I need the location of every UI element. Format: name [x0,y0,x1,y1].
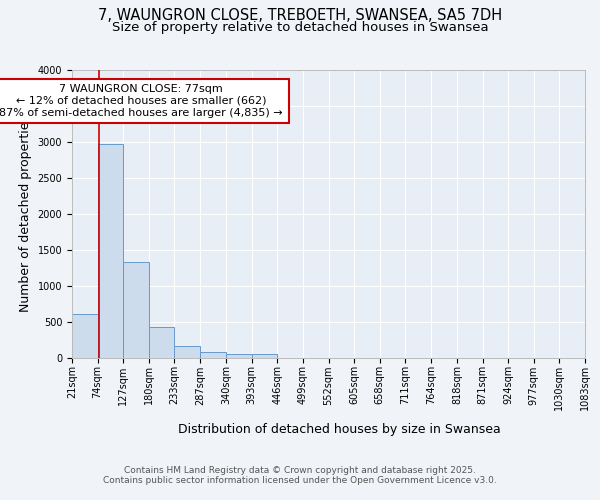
Bar [226,354,251,358]
Text: 7 WAUNGRON CLOSE: 77sqm
← 12% of detached houses are smaller (662)
87% of semi-d: 7 WAUNGRON CLOSE: 77sqm ← 12% of detache… [0,84,283,117]
Bar [200,352,226,358]
Bar [72,314,98,358]
Bar [175,346,200,358]
Text: Size of property relative to detached houses in Swansea: Size of property relative to detached ho… [112,21,488,34]
Y-axis label: Number of detached properties: Number of detached properties [19,116,32,312]
Text: Distribution of detached houses by size in Swansea: Distribution of detached houses by size … [178,422,500,436]
Text: 7, WAUNGRON CLOSE, TREBOETH, SWANSEA, SA5 7DH: 7, WAUNGRON CLOSE, TREBOETH, SWANSEA, SA… [98,8,502,22]
Text: Contains HM Land Registry data © Crown copyright and database right 2025.: Contains HM Land Registry data © Crown c… [124,466,476,475]
Bar [98,144,123,358]
Text: Contains public sector information licensed under the Open Government Licence v3: Contains public sector information licen… [103,476,497,485]
Bar [123,262,149,358]
Bar [251,354,277,358]
Bar [149,328,175,358]
